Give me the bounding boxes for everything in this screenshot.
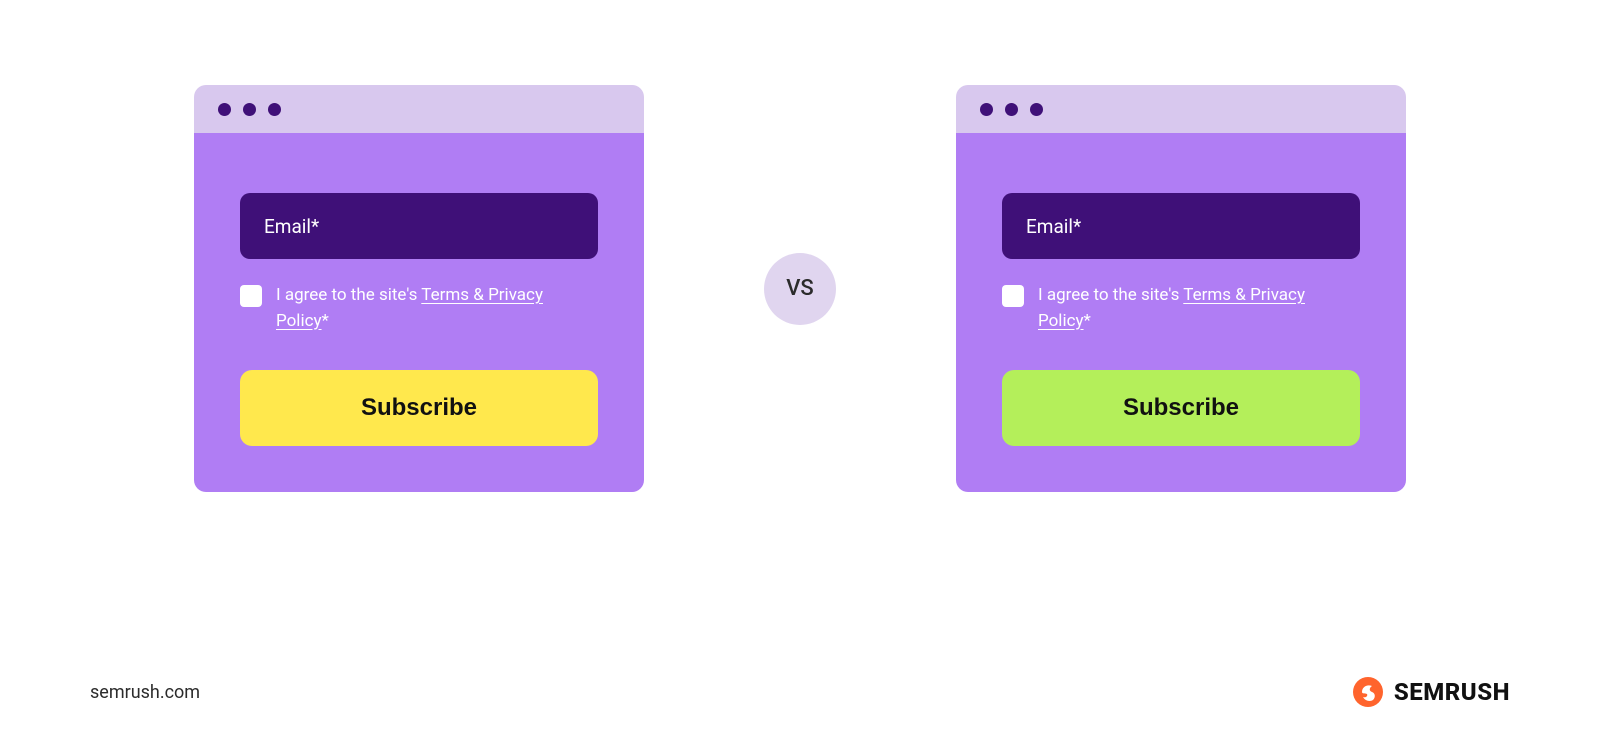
consent-row: I agree to the site's Terms & Privacy Po… <box>1002 283 1360 334</box>
source-domain: semrush.com <box>90 682 200 703</box>
subscribe-button[interactable]: Subscribe <box>1002 370 1360 446</box>
comparison-stage: Email* I agree to the site's Terms & Pri… <box>0 85 1600 492</box>
subscribe-button[interactable]: Subscribe <box>240 370 598 446</box>
brand-logo: SEMRUSH <box>1352 676 1510 708</box>
consent-row: I agree to the site's Terms & Privacy Po… <box>240 283 598 334</box>
consent-suffix: * <box>322 311 329 331</box>
window-dot-icon <box>243 103 256 116</box>
email-field[interactable]: Email* <box>1002 193 1360 259</box>
window-dot-icon <box>980 103 993 116</box>
variant-b-window: Email* I agree to the site's Terms & Pri… <box>956 85 1406 492</box>
consent-suffix: * <box>1084 311 1091 331</box>
consent-prefix: I agree to the site's <box>1038 285 1183 305</box>
brand-name: SEMRUSH <box>1394 678 1510 706</box>
window-dot-icon <box>1005 103 1018 116</box>
footer: semrush.com SEMRUSH <box>90 676 1510 708</box>
window-dot-icon <box>268 103 281 116</box>
variant-a-window: Email* I agree to the site's Terms & Pri… <box>194 85 644 492</box>
window-dot-icon <box>218 103 231 116</box>
vs-badge: VS <box>764 253 836 325</box>
titlebar <box>194 85 644 133</box>
form-body: Email* I agree to the site's Terms & Pri… <box>956 133 1406 492</box>
consent-checkbox[interactable] <box>240 285 262 307</box>
email-field[interactable]: Email* <box>240 193 598 259</box>
titlebar <box>956 85 1406 133</box>
semrush-flame-icon <box>1352 676 1384 708</box>
consent-text: I agree to the site's Terms & Privacy Po… <box>276 283 598 334</box>
consent-text: I agree to the site's Terms & Privacy Po… <box>1038 283 1360 334</box>
form-body: Email* I agree to the site's Terms & Pri… <box>194 133 644 492</box>
window-dot-icon <box>1030 103 1043 116</box>
consent-checkbox[interactable] <box>1002 285 1024 307</box>
consent-prefix: I agree to the site's <box>276 285 421 305</box>
